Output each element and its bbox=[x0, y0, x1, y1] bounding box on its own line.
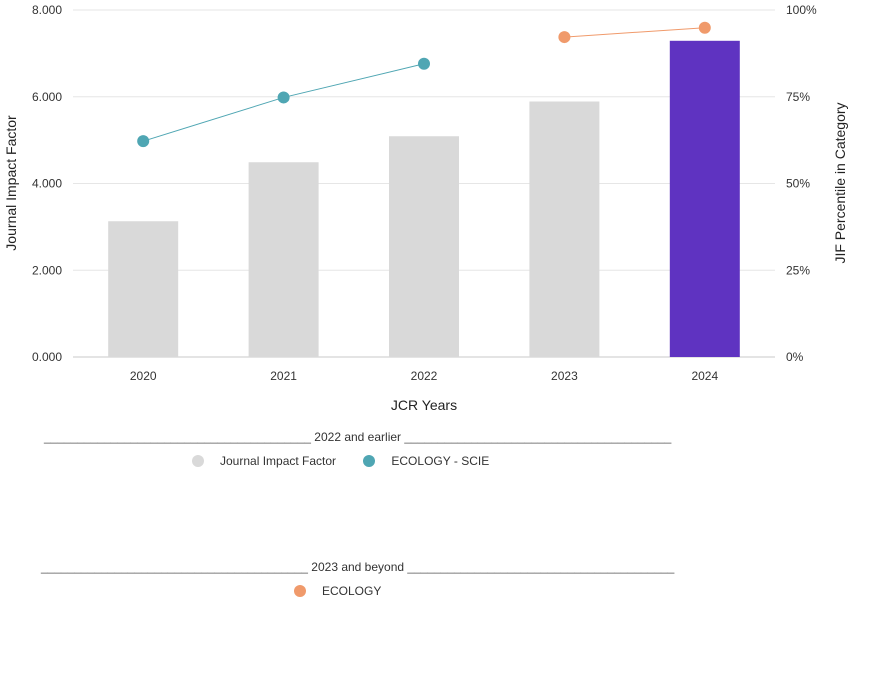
x-tick-label: 2020 bbox=[130, 369, 157, 383]
bars bbox=[108, 40, 740, 358]
point-2020[interactable] bbox=[137, 135, 150, 148]
legend-heading-text: 2023 and beyond bbox=[311, 560, 405, 574]
y2-tick-label: 75% bbox=[786, 90, 810, 104]
y2-tick-label: 25% bbox=[786, 263, 810, 277]
chart-canvas: 0.000 2.000 4.000 6.000 8.000 0% 25% 50% 75% 100%… bbox=[3, 3, 848, 413]
legend-item-journal-impact-factor[interactable]: Journal Impact Factor bbox=[192, 454, 336, 468]
legend-heading-text: 2022 and earlier bbox=[314, 430, 402, 444]
tick-labels: 0.000 2.000 4.000 6.000 8.000 0% 25% 50% 75% 100%… bbox=[32, 3, 817, 383]
bar-2021[interactable] bbox=[248, 162, 319, 357]
y-tick-label: 6.000 bbox=[32, 90, 62, 104]
bar-2023[interactable] bbox=[529, 101, 600, 358]
legend-rule-right: ________________________________________ bbox=[404, 430, 672, 444]
y-tick-label: 8.000 bbox=[32, 3, 62, 17]
legend-item-ecology-scie[interactable]: ECOLOGY - SCIE bbox=[363, 454, 489, 468]
point-2023[interactable] bbox=[558, 31, 571, 44]
legend-items: Journal Impact Factor ECOLOGY - SCIE bbox=[192, 454, 513, 470]
legend-items: ECOLOGY bbox=[294, 584, 405, 600]
x-tick-label: 2024 bbox=[691, 369, 718, 383]
point-2024[interactable] bbox=[698, 21, 711, 34]
gray-dot-icon bbox=[192, 455, 204, 467]
x-tick-label: 2021 bbox=[270, 369, 297, 383]
bar-2022[interactable] bbox=[389, 136, 459, 357]
legend-heading: ________________________________________… bbox=[41, 560, 674, 574]
legend-label: ECOLOGY bbox=[322, 584, 382, 598]
orange-dot-icon bbox=[294, 585, 306, 597]
percentile-lines bbox=[137, 21, 711, 148]
bar-2024[interactable] bbox=[669, 40, 740, 357]
legend-heading: ________________________________________… bbox=[44, 430, 671, 444]
legend-rule-right: ________________________________________ bbox=[407, 560, 675, 574]
point-2021[interactable] bbox=[277, 91, 290, 104]
legend-rule-left: ________________________________________ bbox=[41, 560, 308, 574]
y-axis-title: Journal Impact Factor bbox=[3, 115, 19, 251]
y2-axis-title: JIF Percentile in Category bbox=[832, 102, 848, 263]
y2-tick-label: 100% bbox=[786, 3, 817, 17]
legend-label: Journal Impact Factor bbox=[220, 454, 337, 468]
point-2022[interactable] bbox=[418, 57, 430, 70]
y-tick-label: 4.000 bbox=[32, 177, 62, 191]
series-line bbox=[564, 27, 705, 38]
legend-label: ECOLOGY - SCIE bbox=[391, 454, 490, 468]
bar-2020[interactable] bbox=[108, 221, 179, 357]
x-axis-title: JCR Years bbox=[391, 397, 457, 413]
teal-dot-icon bbox=[363, 455, 376, 467]
y-tick-label: 2.000 bbox=[32, 263, 62, 277]
x-tick-label: 2023 bbox=[551, 369, 578, 383]
y-tick-label: 0.000 bbox=[32, 350, 62, 364]
legend-rule-left: ________________________________________ bbox=[44, 430, 311, 444]
legend-item-ecology[interactable]: ECOLOGY bbox=[294, 584, 381, 598]
x-tick-label: 2022 bbox=[411, 369, 438, 383]
y2-tick-label: 50% bbox=[786, 177, 810, 191]
y2-tick-label: 0% bbox=[786, 350, 804, 364]
